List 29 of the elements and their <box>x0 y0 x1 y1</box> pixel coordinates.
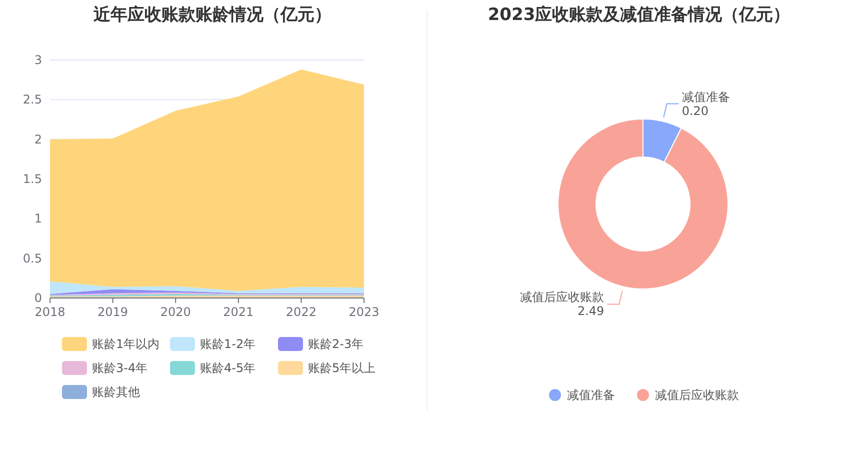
chart-title: 2023应收账款及减值准备情况（亿元） <box>488 5 790 25</box>
chart-title: 近年应收账款账龄情况（亿元） <box>92 5 332 25</box>
legend-label: 账龄5年以上 <box>308 361 376 375</box>
x-tick-label: 2019 <box>98 305 128 319</box>
legend-label: 账龄4-5年 <box>200 361 256 375</box>
y-tick-label: 0.5 <box>22 251 42 266</box>
slice-label: 减值准备 <box>682 90 730 104</box>
y-tick-label: 1.5 <box>22 172 42 186</box>
y-tick-label: 2 <box>34 132 42 146</box>
legend-label: 账龄1-2年 <box>200 337 256 351</box>
y-tick-label: 3 <box>34 53 42 67</box>
legend-label: 账龄1年以内 <box>92 337 160 351</box>
legend-label: 账龄3-4年 <box>92 361 148 375</box>
data-label: 0.20 <box>682 104 709 118</box>
legend-label: 账龄其他 <box>92 385 140 399</box>
x-tick-label: 2021 <box>223 305 254 319</box>
legend-label: 减值准备 <box>567 388 615 402</box>
x-tick-label: 2020 <box>160 305 191 319</box>
x-tick-label: 2018 <box>34 305 66 319</box>
data-label: 2.49 <box>577 304 604 318</box>
y-tick-label: 1 <box>34 212 42 226</box>
y-tick-label: 0 <box>34 291 42 305</box>
slice-label: 减值后应收账款 <box>520 290 604 304</box>
x-tick-label: 2023 <box>348 305 380 319</box>
legend-label: 减值后应收账款 <box>655 388 739 402</box>
donut-slice <box>558 118 728 290</box>
y-tick-label: 2.5 <box>22 92 42 107</box>
legend-label: 账龄2-3年 <box>308 337 364 351</box>
x-tick-label: 2022 <box>286 305 316 319</box>
